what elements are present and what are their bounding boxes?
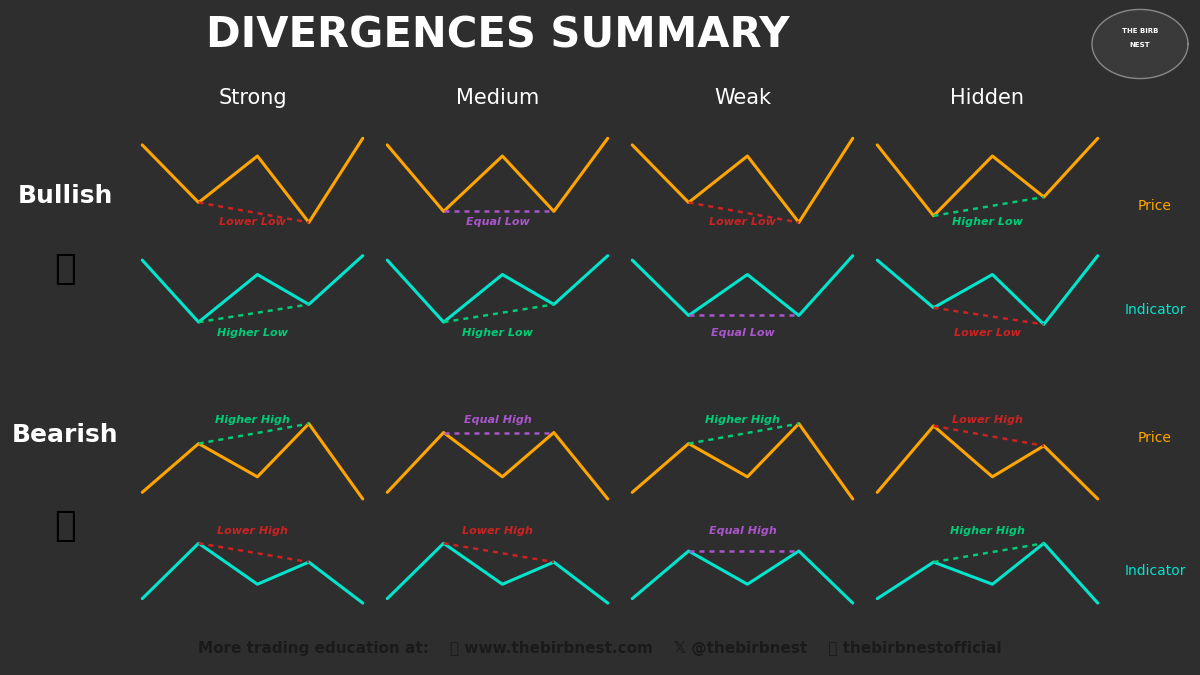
Text: Equal Low: Equal Low <box>710 327 774 338</box>
Text: 🐻: 🐻 <box>54 509 76 543</box>
Text: Higher High: Higher High <box>950 526 1025 535</box>
Text: Equal High: Equal High <box>463 415 532 425</box>
Text: Bearish: Bearish <box>12 423 119 447</box>
Text: Price: Price <box>1138 198 1172 213</box>
Text: Medium: Medium <box>456 88 539 107</box>
Text: Hidden: Hidden <box>950 88 1025 107</box>
Polygon shape <box>1092 9 1188 78</box>
Text: Lower Low: Lower Low <box>220 217 286 227</box>
Text: Equal High: Equal High <box>709 526 776 535</box>
Text: THE BIRB: THE BIRB <box>1122 28 1158 34</box>
Text: Higher High: Higher High <box>215 415 290 425</box>
Text: More trading education at:    🔗 www.thebirbnest.com    𝕏 @thebirbnest    📷 thebi: More trading education at: 🔗 www.thebirb… <box>198 641 1002 657</box>
Text: Bullish: Bullish <box>17 184 113 208</box>
Text: Lower High: Lower High <box>217 526 288 535</box>
Text: Higher High: Higher High <box>706 415 780 425</box>
Text: Strong: Strong <box>218 88 287 107</box>
Text: Indicator: Indicator <box>1124 303 1186 317</box>
Text: Weak: Weak <box>714 88 772 107</box>
Text: Higher Low: Higher Low <box>462 327 533 338</box>
Text: NEST: NEST <box>1129 43 1151 49</box>
Text: DIVERGENCES SUMMARY: DIVERGENCES SUMMARY <box>206 14 790 56</box>
Text: Higher Low: Higher Low <box>952 217 1022 227</box>
Text: Equal Low: Equal Low <box>466 217 529 227</box>
Text: Indicator: Indicator <box>1124 564 1186 578</box>
Text: Higher Low: Higher Low <box>217 327 288 338</box>
Text: Lower High: Lower High <box>462 526 533 535</box>
Text: 🐷: 🐷 <box>54 252 76 286</box>
Text: Lower High: Lower High <box>952 415 1022 425</box>
Text: Lower Low: Lower Low <box>954 327 1021 338</box>
Text: Price: Price <box>1138 431 1172 445</box>
Text: Lower Low: Lower Low <box>709 217 776 227</box>
